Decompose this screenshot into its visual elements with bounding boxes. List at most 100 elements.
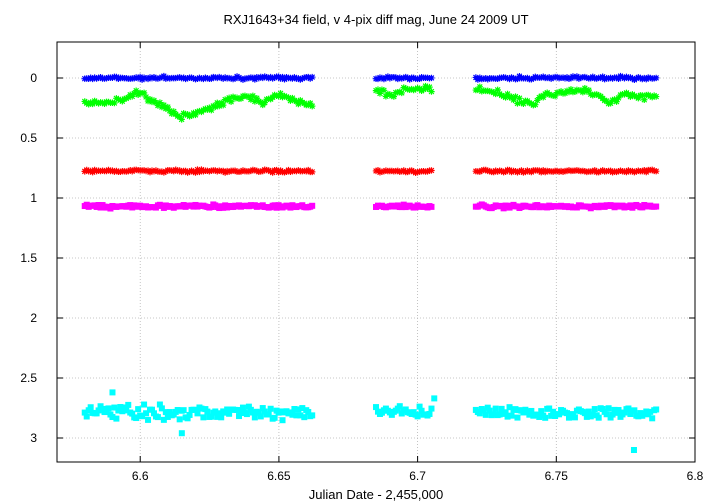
data-point [190, 75, 197, 82]
data-point [615, 94, 622, 102]
data-point [555, 168, 563, 175]
data-point [569, 73, 577, 80]
data-point [617, 167, 624, 174]
data-point [532, 101, 539, 108]
y-tick-label: 2.5 [20, 371, 37, 385]
data-point [214, 413, 221, 420]
data-point [219, 101, 227, 109]
data-point [581, 73, 589, 81]
axis-ticks: 6.6 6.65 6.7 6.75 6.8 0 0.5 1 1.5 2 2.5 3 [20, 42, 704, 483]
data-point [291, 405, 298, 412]
data-point [287, 168, 294, 175]
data-point [510, 96, 517, 104]
data-point [293, 167, 300, 175]
data-point [289, 411, 296, 418]
data-point [123, 95, 130, 102]
data-point [414, 413, 421, 420]
data-point [536, 413, 543, 420]
y-tick-label: 3 [30, 431, 37, 445]
data-point [241, 92, 249, 99]
data-point [204, 408, 211, 415]
data-point [170, 108, 177, 115]
data-point [482, 166, 489, 174]
data-point [547, 75, 555, 82]
data-point [498, 405, 505, 412]
data-point [148, 167, 156, 174]
data-point [498, 167, 505, 175]
data-point [249, 409, 256, 416]
data-point [581, 167, 589, 175]
data-point [152, 167, 160, 174]
data-point [257, 73, 264, 81]
data-point [143, 410, 150, 417]
data-point [225, 168, 233, 175]
data-point [95, 74, 102, 82]
data-point [571, 414, 578, 421]
data-point [210, 102, 217, 110]
data-point [299, 405, 306, 412]
data-point [486, 167, 493, 175]
data-point [123, 407, 130, 414]
series-1 [81, 82, 660, 123]
data-point [591, 406, 598, 413]
data-point [192, 111, 199, 119]
data-point [251, 414, 258, 421]
data-point [589, 167, 596, 175]
data-point [372, 87, 380, 94]
data-point [174, 407, 181, 414]
data-point [103, 167, 110, 175]
data-point [633, 75, 640, 82]
data-point [208, 106, 215, 114]
data-point [408, 167, 415, 174]
data-point [476, 410, 483, 417]
data-point [196, 107, 203, 115]
data-point [309, 202, 316, 209]
data-point [394, 89, 401, 96]
data-point [218, 414, 225, 421]
data-point [652, 168, 660, 175]
data-point [95, 407, 102, 414]
data-point [502, 94, 509, 101]
series-layer [81, 72, 660, 453]
data-point [216, 73, 223, 81]
data-point [595, 168, 602, 176]
data-point [184, 169, 191, 176]
data-point [178, 430, 185, 437]
data-point [253, 167, 261, 174]
data-point [178, 116, 185, 123]
y-tick-label: 1 [30, 191, 37, 205]
data-point [631, 407, 638, 414]
data-point [150, 168, 158, 175]
data-point [652, 93, 660, 100]
data-point [93, 99, 100, 106]
data-point [653, 406, 660, 413]
data-point [373, 404, 379, 411]
data-point [528, 407, 535, 414]
data-point [277, 408, 284, 415]
data-point [380, 168, 388, 175]
y-tick-label: 0 [30, 71, 37, 85]
data-point [621, 409, 628, 416]
data-point [150, 410, 157, 417]
data-point [516, 95, 523, 102]
data-point [506, 94, 513, 101]
data-point [615, 407, 622, 414]
data-point [208, 413, 215, 420]
data-point [164, 413, 171, 420]
data-point [605, 405, 612, 412]
x-tick-label: 6.7 [409, 469, 426, 483]
data-point [214, 99, 221, 107]
data-point [398, 168, 405, 175]
data-point [142, 93, 150, 101]
data-point [180, 407, 187, 414]
data-point [117, 404, 124, 411]
data-point [267, 168, 274, 175]
data-point [484, 76, 491, 83]
data-point [400, 74, 407, 82]
data-point [512, 168, 519, 175]
data-point [281, 92, 288, 100]
data-point [476, 83, 484, 90]
data-point [216, 102, 223, 110]
data-point [609, 96, 616, 104]
